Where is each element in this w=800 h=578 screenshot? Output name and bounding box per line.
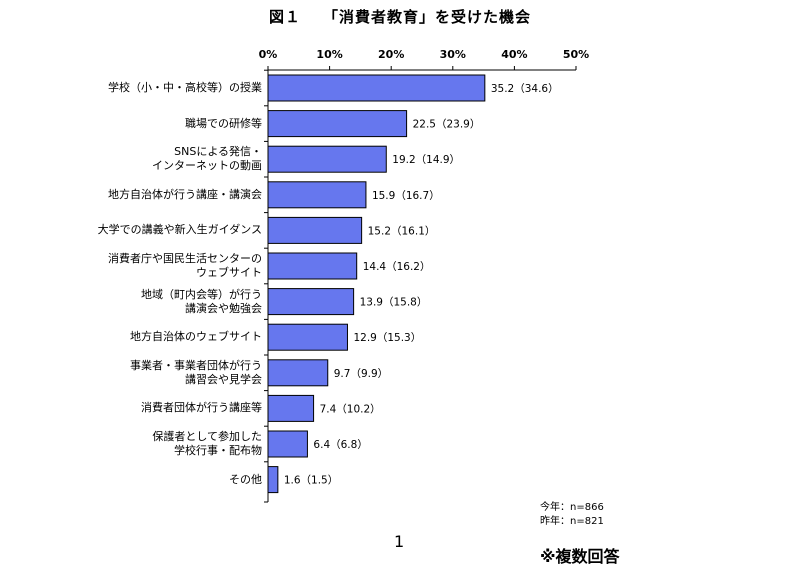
- page-number: 1: [394, 532, 405, 551]
- bar: [267, 394, 315, 422]
- data-label: 12.9（15.3）: [353, 332, 421, 344]
- n-this-year: 今年：n=866: [540, 502, 604, 513]
- category-label: 地域（町内会等）が行う 講演会や勉強会: [141, 287, 262, 315]
- bar: [267, 145, 387, 173]
- data-label: 15.2（16.1）: [368, 225, 436, 237]
- bar: [267, 430, 308, 458]
- x-tick-label: 20%: [378, 48, 404, 61]
- data-label: 22.5（23.9）: [413, 119, 481, 131]
- multiple-answer-note: ※複数回答: [540, 547, 620, 566]
- category-label: 消費者庁や国民生活センターの ウェブサイト: [108, 252, 262, 279]
- chart-title: 図１ 「消費者教育」を受けた機会: [0, 6, 800, 27]
- x-tick-label: 10%: [316, 48, 342, 61]
- category-label: 事業者・事業者団体が行う 講習会や見学会: [130, 358, 262, 386]
- category-label: 保護者として参加した 学校行事・配布物: [152, 430, 262, 457]
- bar: [267, 466, 279, 494]
- category-label: 職場での研修等: [185, 116, 262, 130]
- bar: [267, 181, 367, 209]
- x-tick-label: 0%: [259, 48, 278, 61]
- data-label: 1.6（1.5）: [284, 475, 338, 487]
- data-label: 9.7（9.9）: [334, 368, 388, 380]
- category-label: 地方自治体が行う講座・講演会: [108, 187, 262, 201]
- category-label: 消費者団体が行う講座等: [141, 401, 262, 415]
- category-label: その他: [229, 472, 262, 486]
- data-label: 6.4（6.8）: [313, 439, 367, 451]
- bar: [267, 216, 363, 244]
- x-tick-label: 40%: [501, 48, 527, 61]
- category-label: SNSによる発信・ インターネットの動画: [152, 145, 262, 173]
- data-label: 15.9（16.7）: [372, 190, 440, 202]
- n-last-year: 昨年：n=821: [540, 516, 604, 527]
- category-label: 地方自治体のウェブサイト: [130, 330, 262, 344]
- figure-label: 図１: [268, 8, 301, 26]
- bar: [267, 359, 329, 387]
- bar: [267, 252, 358, 280]
- category-label: 学校（小・中・高校等）の授業: [108, 81, 262, 94]
- title-text: 「消費者教育」を受けた機会: [323, 8, 532, 26]
- bar: [267, 110, 408, 138]
- x-tick-label: 30%: [440, 48, 466, 61]
- bar: [267, 74, 486, 102]
- data-label: 7.4（10.2）: [320, 403, 381, 415]
- bar: [267, 288, 355, 316]
- category-label: 大学での講義や新入生ガイダンス: [97, 223, 262, 237]
- data-label: 19.2（14.9）: [392, 154, 460, 166]
- data-label: 14.4（16.2）: [363, 261, 431, 273]
- x-tick-label: 50%: [563, 48, 589, 61]
- data-label: 35.2（34.6）: [491, 83, 559, 95]
- bar: [267, 323, 348, 351]
- data-label: 13.9（15.8）: [360, 297, 428, 309]
